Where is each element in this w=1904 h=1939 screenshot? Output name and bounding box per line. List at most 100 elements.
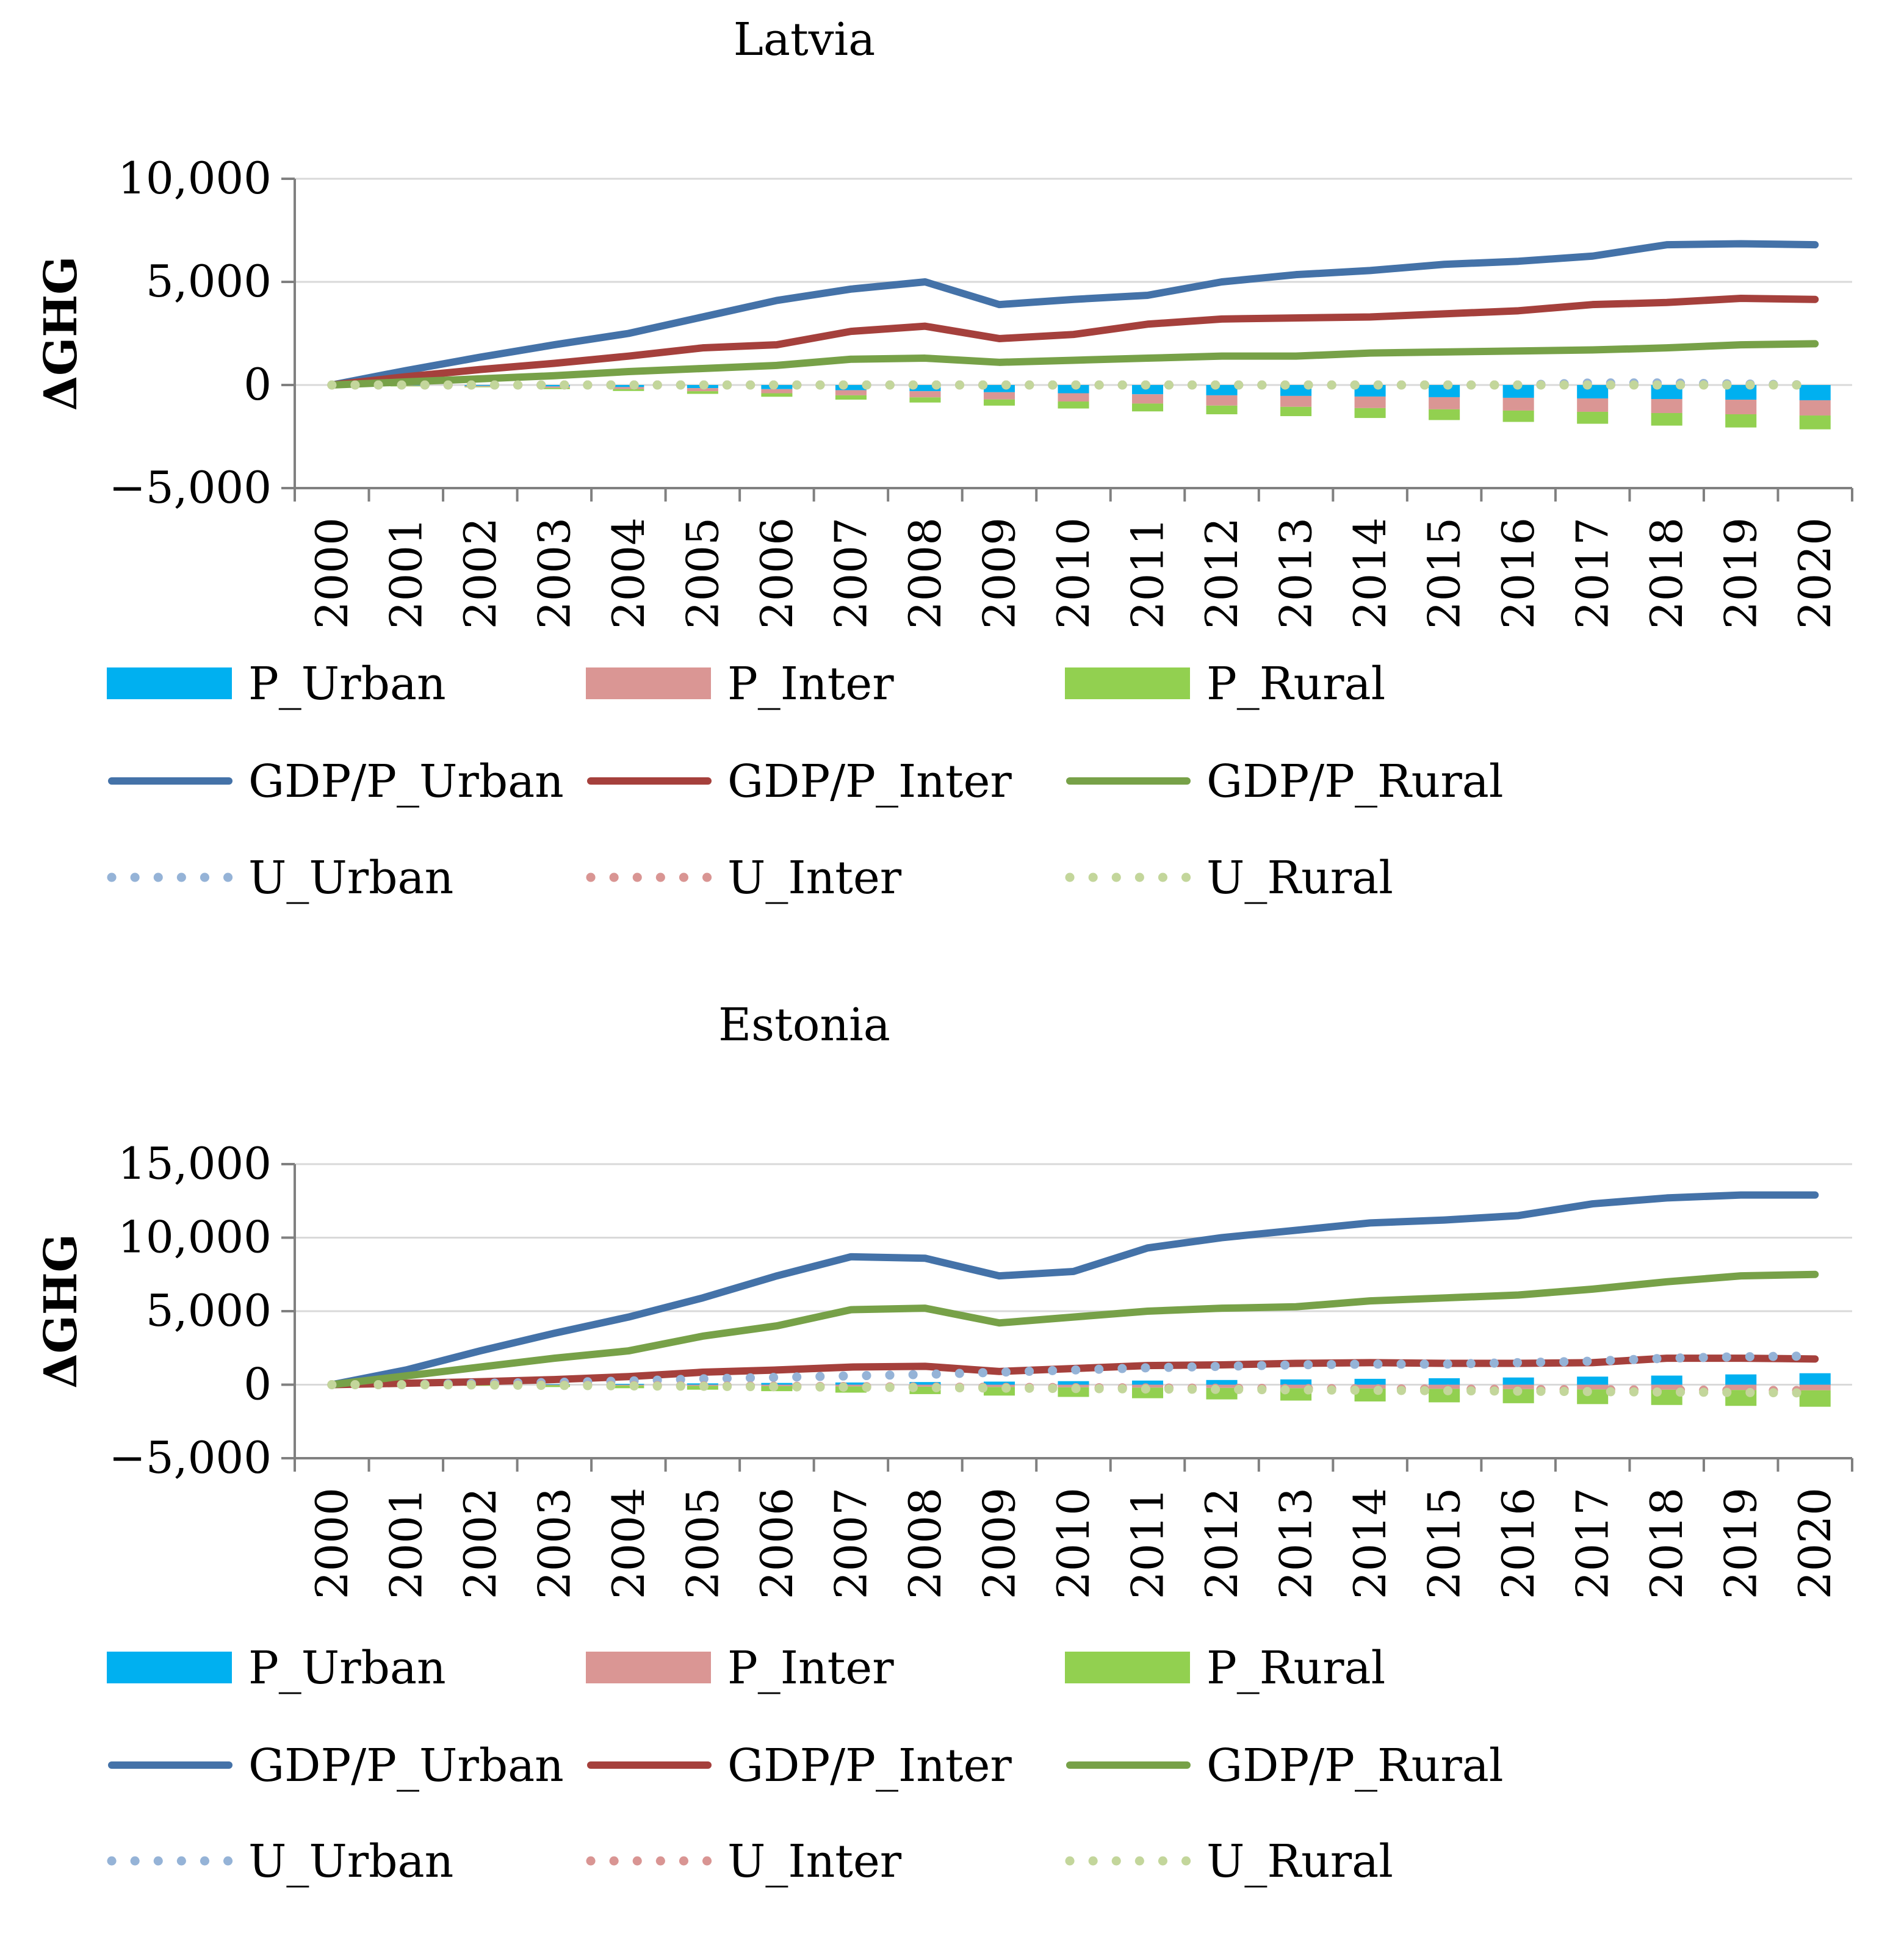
bar-p-inter <box>1651 1384 1682 1390</box>
x-tick-label: 2005 <box>677 517 728 629</box>
bar-p-urban <box>835 1382 867 1385</box>
bar-p-urban <box>1577 1376 1609 1385</box>
legend-item: GDP/P_Inter <box>587 1739 1012 1792</box>
bar-p-urban <box>1132 385 1164 395</box>
legend-label: P_Urban <box>248 1642 446 1694</box>
x-tick-label: 2003 <box>528 1488 580 1599</box>
bar-p-inter <box>613 1384 644 1386</box>
bar-p-inter <box>1429 397 1460 409</box>
x-tick-label: 2007 <box>825 1488 876 1599</box>
x-tick-label: 2019 <box>1715 517 1767 629</box>
bar-p-rural <box>1502 410 1534 422</box>
bar-p-inter <box>835 390 867 395</box>
legend-item: GDP/P_Urban <box>108 755 564 808</box>
legend-label: U_Inter <box>727 852 902 904</box>
legend-item: U_Urban <box>107 852 453 904</box>
bar-p-rural <box>1280 406 1312 417</box>
bar-p-urban <box>1429 385 1460 397</box>
bar-p-inter <box>1577 398 1609 412</box>
x-tick-label: 2004 <box>603 517 654 629</box>
bar-p-inter <box>538 1384 570 1386</box>
bar-p-urban <box>1799 1373 1831 1385</box>
legend-label: GDP/P_Urban <box>248 1739 564 1792</box>
bar-p-urban <box>1725 1374 1757 1385</box>
bar-p-urban <box>1206 1380 1238 1385</box>
legend-item: U_Inter <box>586 1835 902 1888</box>
legend-label: GDP/P_Urban <box>248 755 564 808</box>
legend-label: GDP/P_Rural <box>1206 1739 1504 1792</box>
legend-label: P_Urban <box>248 658 446 710</box>
x-tick-label: 2017 <box>1567 1488 1618 1599</box>
bar-p-inter <box>983 1384 1015 1387</box>
bar-p-inter <box>1577 1384 1609 1390</box>
bar-p-inter <box>1502 397 1534 411</box>
bar-p-urban <box>1502 1377 1534 1385</box>
bar-p-urban <box>909 385 941 392</box>
bar-p-urban <box>1058 1381 1089 1385</box>
bar-p-urban <box>1651 1375 1682 1385</box>
x-tick-label: 2006 <box>751 517 802 629</box>
bar-p-rural <box>1577 1389 1609 1405</box>
line-u-urban <box>327 1351 1820 1389</box>
bar-p-urban <box>1502 385 1534 398</box>
legend-item: P_Urban <box>107 1642 446 1694</box>
x-tick-label: 2020 <box>1789 1488 1841 1599</box>
bar-p-urban <box>613 385 644 387</box>
bar-p-rural <box>1799 1390 1831 1407</box>
bar-p-rural <box>1132 403 1164 412</box>
bar-p-rural <box>613 389 644 391</box>
legend-swatch <box>586 1652 711 1683</box>
chart-title: Latvia <box>734 13 876 66</box>
bar-p-inter <box>761 389 793 394</box>
x-tick-label: 2009 <box>973 517 1025 629</box>
x-tick-label: 2013 <box>1271 517 1322 629</box>
bar-p-inter <box>1725 1384 1757 1390</box>
legend-item: U_Rural <box>1065 852 1393 904</box>
legend-label: U_Rural <box>1206 852 1393 904</box>
legend-item: P_Rural <box>1065 1642 1385 1694</box>
legend-item: GDP/P_Rural <box>1066 755 1504 808</box>
legend-item: P_Urban <box>107 658 446 710</box>
x-tick-label: 2016 <box>1493 517 1544 629</box>
bar-p-rural <box>1354 408 1386 419</box>
x-tick-label: 2007 <box>825 517 876 629</box>
bar-p-urban <box>538 385 570 387</box>
x-tick-label: 2011 <box>1122 517 1174 629</box>
y-tick-label: 15,000 <box>118 1138 272 1189</box>
legend-item: P_Rural <box>1065 658 1385 710</box>
x-tick-label: 2000 <box>306 517 358 629</box>
line-gdp-p-inter <box>328 295 1819 389</box>
x-tick-label: 2003 <box>528 517 580 629</box>
x-tick-label: 2010 <box>1048 517 1099 629</box>
x-tick-label: 2008 <box>900 517 951 629</box>
y-tick-label: 10,000 <box>118 1212 272 1263</box>
line-gdp-p-urban <box>328 240 1819 389</box>
legend-swatch <box>107 1652 232 1683</box>
bar-p-rural <box>909 397 941 403</box>
bar-p-inter <box>1280 395 1312 407</box>
x-tick-label: 2014 <box>1344 1488 1396 1599</box>
bar-p-inter <box>1354 396 1386 408</box>
y-tick-label: 10,000 <box>118 153 272 204</box>
legend-label: U_Urban <box>248 852 453 904</box>
y-tick-label: 5,000 <box>146 1285 272 1336</box>
legend-item: GDP/P_Rural <box>1066 1739 1504 1792</box>
bar-p-inter <box>909 391 941 398</box>
bar-p-inter <box>1058 393 1089 402</box>
legend-label: U_Rural <box>1206 1835 1393 1888</box>
bar-p-rural <box>1725 414 1757 428</box>
x-tick-label: 2002 <box>455 517 506 629</box>
bar-p-rural <box>983 399 1015 406</box>
bar-p-inter <box>1799 400 1831 416</box>
y-axis-label: ΔGHG <box>35 256 87 411</box>
bar-p-urban <box>1058 385 1089 394</box>
bar-p-urban <box>1354 1378 1386 1385</box>
x-tick-label: 2009 <box>973 1488 1025 1599</box>
bar-p-rural <box>687 391 718 394</box>
bar-p-urban <box>538 1384 570 1385</box>
legend-swatch <box>1065 667 1190 699</box>
legend-item: U_Inter <box>586 852 902 904</box>
bar-p-inter <box>687 388 718 392</box>
x-tick-label: 2001 <box>380 517 431 629</box>
